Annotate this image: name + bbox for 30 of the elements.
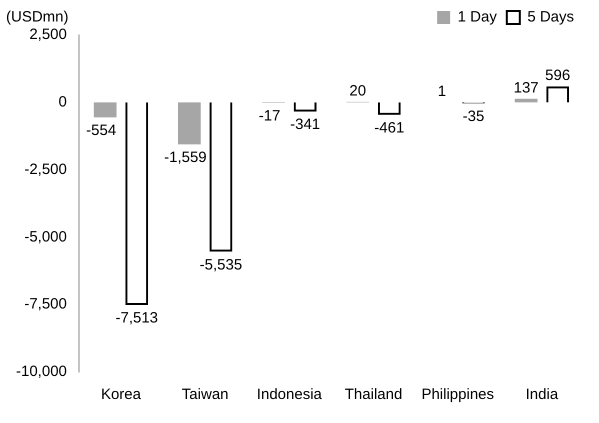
x-tick-label: Philippines [421, 386, 494, 404]
data-label: 596 [545, 66, 570, 84]
data-label: -1,559 [164, 149, 207, 166]
data-label: -341 [290, 116, 320, 134]
x-tick-label: Taiwan [182, 386, 229, 404]
data-label: -7,513 [115, 310, 158, 327]
y-tick-label: -7,500 [24, 296, 67, 313]
x-tick-label: India [526, 386, 559, 404]
y-tick-label: -10,000 [16, 363, 67, 380]
data-label: -461 [374, 119, 404, 136]
bar [94, 102, 117, 118]
data-label: 1 [438, 83, 446, 100]
bar [514, 98, 538, 102]
y-tick-label: -2,500 [24, 160, 67, 178]
data-label: -17 [258, 108, 280, 124]
bar [178, 102, 201, 144]
data-label: -554 [86, 122, 116, 139]
x-tick-label: Indonesia [256, 386, 323, 404]
data-label: 137 [514, 79, 539, 96]
data-label: 20 [349, 82, 366, 100]
y-tick-label: 2,500 [29, 26, 67, 44]
data-label: -35 [462, 108, 484, 125]
y-tick-label: 0 [58, 94, 67, 111]
y-tick-label: -5,000 [24, 228, 67, 246]
data-label: -5,535 [200, 256, 242, 274]
y-axis-title: (USDmn) [6, 8, 68, 26]
x-tick-label: Korea [100, 386, 142, 404]
legend-label: 1 Day [458, 8, 498, 26]
legend-label: 5 Days [527, 8, 574, 26]
x-tick-label: Thailand [344, 386, 402, 404]
